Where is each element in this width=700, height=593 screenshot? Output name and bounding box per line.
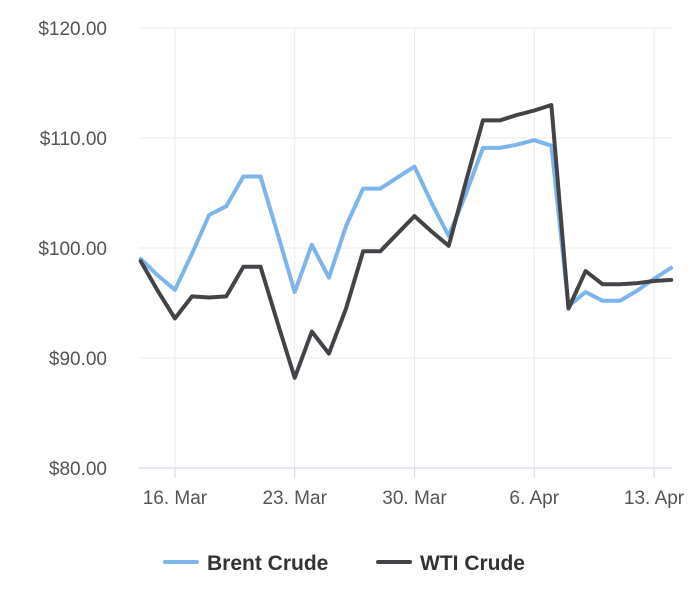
series-line-wti[interactable] [138,103,674,380]
x-tick-label: 16. Mar [143,488,208,509]
legend-label: Brent Crude [207,552,328,575]
y-tick-label: $110.00 [40,129,107,150]
y-tick-label: $100.00 [38,239,107,260]
y-tick-label: $80.00 [49,459,107,480]
legend-label: WTI Crude [420,552,525,575]
y-tick-label: $120.00 [38,19,107,40]
x-tick-label: 23. Mar [262,488,327,509]
axes: $80.00 $90.00 $100.00 $110.00 $120.00 16. Mar… [38,19,684,509]
legend[interactable]: Brent Crude WTI Crude [163,552,525,575]
x-tick-label: 6. Apr [509,488,559,509]
legend-item-wti[interactable]: WTI Crude [376,552,525,575]
x-tick-label: 13. Apr [624,488,685,509]
x-tick-label: 30. Mar [382,488,447,509]
series-line-brent[interactable] [138,138,674,309]
series-group [138,103,674,380]
y-tick-label: $90.00 [49,349,107,370]
grid [139,27,672,469]
legend-item-brent[interactable]: Brent Crude [163,552,328,575]
